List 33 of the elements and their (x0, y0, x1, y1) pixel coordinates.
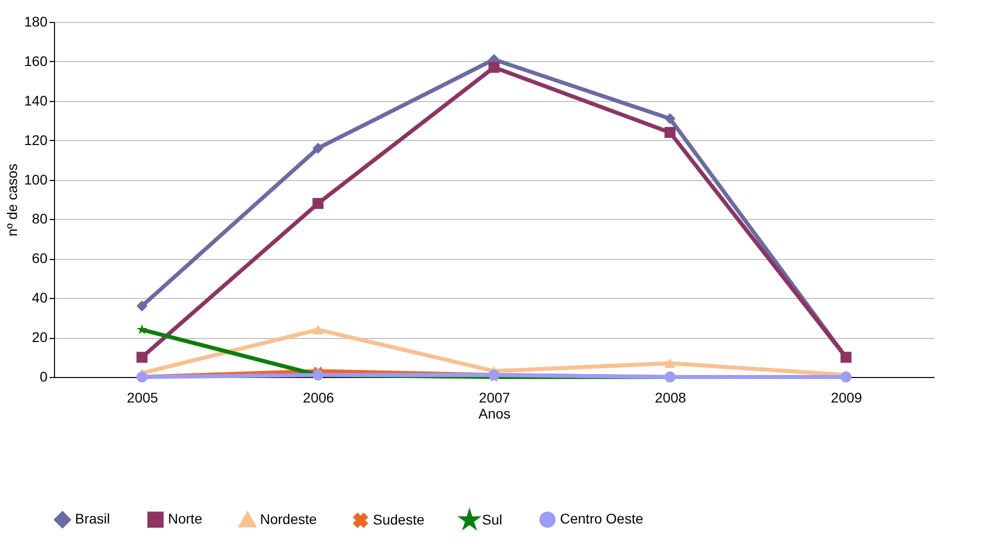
legend-label: Centro Oeste (560, 510, 644, 527)
point (488, 62, 500, 73)
legend-label: Brasil (75, 510, 110, 527)
y-tick-label: 160 (24, 52, 48, 69)
point (664, 113, 676, 124)
point (312, 324, 324, 334)
y-tick-label: 120 (24, 132, 48, 148)
y-tick-label: 60 (32, 250, 48, 266)
y-tick-label: 80 (32, 210, 48, 227)
legend-label: Norte (168, 510, 202, 527)
y-tick-label: 180 (24, 14, 48, 30)
point (312, 198, 324, 209)
y-tick-label: 100 (24, 171, 48, 188)
x-tick-label: 2008 (654, 390, 686, 406)
y-tick-label: 40 (32, 290, 48, 306)
y-tick-label: 20 (32, 329, 48, 346)
point (664, 126, 676, 138)
x-tick-label: 2009 (830, 390, 862, 406)
x-tick-label: 2005 (126, 390, 158, 406)
y-axis-title: nº de casos (4, 164, 20, 236)
point (136, 352, 148, 363)
x-tick-label: 2006 (302, 390, 334, 406)
x-tick-label: 2007 (478, 390, 510, 406)
x-axis-title: Anos (478, 406, 510, 422)
y-tick-label: 140 (24, 92, 48, 108)
point (136, 300, 148, 312)
y-tick-label: 0 (40, 368, 48, 384)
legend-label: Sul (482, 511, 502, 528)
point (312, 142, 324, 154)
legend-label: Sudeste (373, 511, 425, 528)
legend-label: Nordeste (260, 511, 318, 528)
point (136, 324, 148, 334)
point (664, 358, 676, 368)
